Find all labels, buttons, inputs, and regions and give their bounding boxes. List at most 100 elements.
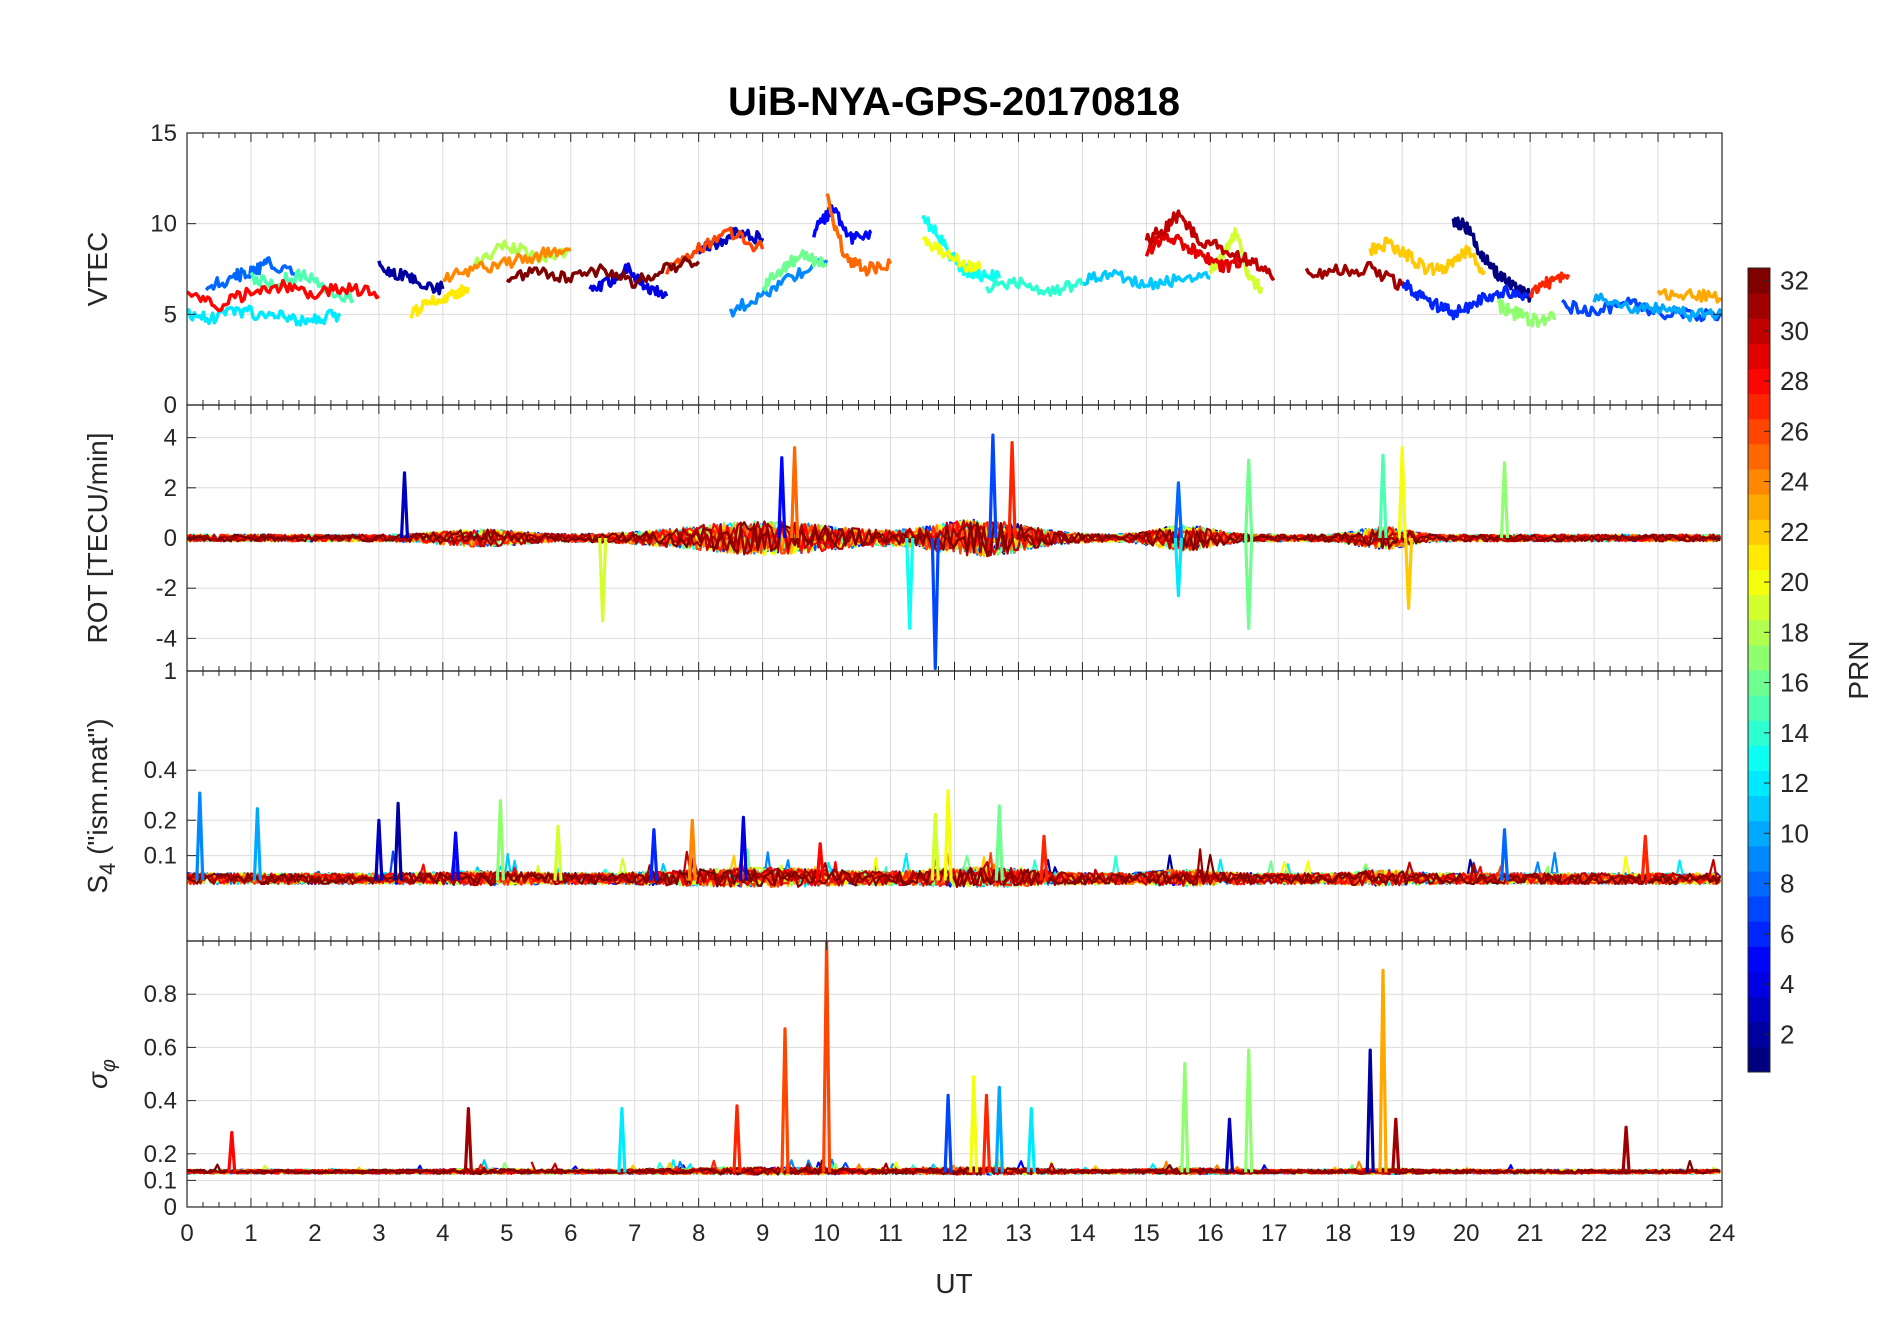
y-tick-label: 5 — [164, 301, 177, 328]
y-tick-label: 0.4 — [144, 757, 177, 784]
data-layer — [187, 192, 1722, 329]
sigma_phi-spike-prn-27 — [981, 1093, 992, 1173]
panel-rot: -4 -2 0 2 4 ROT [TECU/min] — [82, 404, 1723, 672]
s4-spike-prn-10 — [252, 807, 262, 881]
x-tick-label: 24 — [1709, 1220, 1736, 1247]
y-tick-label: 0.2 — [144, 1141, 177, 1168]
colorbar-swatch — [1748, 921, 1770, 947]
data-layer — [187, 789, 1722, 889]
colorbar-swatch — [1748, 494, 1770, 520]
colorbar-swatch — [1748, 268, 1770, 294]
colorbar-swatch — [1748, 293, 1770, 319]
sigma_phi-spike-prn-31 — [1391, 1117, 1401, 1173]
vtec-series-prn-10 — [1592, 292, 1722, 323]
s4-spike-prn-17 — [495, 799, 505, 881]
s4-spike-prn-4 — [738, 815, 748, 881]
sigma_phi-spike-prn-28 — [227, 1130, 237, 1173]
colorbar-swatch — [1748, 443, 1770, 470]
x-tick-label: 19 — [1389, 1220, 1416, 1247]
vtec-series-prn-6 — [1400, 279, 1531, 321]
colorbar-tick-label: 28 — [1780, 366, 1809, 396]
s4-spike-prn-19 — [553, 824, 563, 881]
s4-spike-prn-28 — [815, 842, 825, 881]
vtec-series-prn-14 — [984, 276, 1085, 297]
sigma_phi-series-prn-32 — [1378, 1159, 1721, 1175]
colorbar-tick-label: 24 — [1780, 467, 1809, 497]
colorbar-tick-label: 8 — [1780, 869, 1794, 899]
sigma_phi-spike-prn-2 — [1365, 1048, 1375, 1173]
s4-spike-prn-8 — [1499, 828, 1510, 881]
s4-series-prn-32 — [1567, 872, 1722, 886]
y-tick-label: 10 — [150, 211, 177, 238]
rot-spike-prn-20 — [1397, 446, 1407, 539]
sigma_phi-spike-prn-26 — [780, 1027, 790, 1173]
colorbar-tick-label: 16 — [1780, 668, 1809, 698]
data-layer — [187, 433, 1722, 671]
x-tick-label: 17 — [1261, 1220, 1288, 1247]
rot-spike-prn-3 — [399, 471, 410, 539]
rot-spike-prn-13 — [905, 537, 915, 630]
x-tick-label: 12 — [941, 1220, 968, 1247]
colorbar-tick-label: 14 — [1780, 718, 1809, 748]
rot-spike-prn-27 — [1007, 441, 1017, 539]
vtec-series-prn-30 — [1144, 209, 1276, 281]
x-tick-label: 15 — [1133, 1220, 1160, 1247]
x-tick-label: 13 — [1005, 1220, 1032, 1247]
rot-spike-prn-17 — [1499, 461, 1510, 539]
vtec-series-prn-5 — [812, 204, 873, 245]
colorbar-swatch — [1748, 795, 1770, 822]
y-axis-label-rot: ROT [TECU/min] — [82, 432, 113, 643]
x-tick-label: 8 — [692, 1220, 705, 1247]
rot-spike-prn-7 — [930, 537, 940, 671]
rot-spike-prn-25 — [790, 446, 800, 539]
x-tick-label: 3 — [372, 1220, 385, 1247]
x-tick-label: 5 — [500, 1220, 513, 1247]
vtec-series-prn-4 — [588, 262, 669, 300]
colorbar-tick-label: 6 — [1780, 919, 1794, 949]
vtec-series-prn-8 — [204, 256, 297, 292]
vtec-series-prn-24 — [442, 246, 572, 283]
y-tick-label: 4 — [164, 425, 177, 452]
colorbar-swatch — [1748, 1021, 1770, 1048]
s4-spike-prn-6 — [649, 828, 659, 881]
colorbar-swatch — [1748, 971, 1770, 998]
y-tick-label: 1 — [164, 658, 177, 685]
chart-title: UiB-NYA-GPS-20170818 — [728, 80, 1180, 124]
colorbar-tick-label: 30 — [1780, 316, 1809, 346]
colorbar-tick-label: 18 — [1780, 617, 1809, 647]
s4-spike-prn-27 — [1640, 834, 1650, 881]
vtec-series-prn-1 — [1451, 216, 1532, 303]
y-tick-label: 0.8 — [144, 981, 177, 1008]
colorbar-swatch — [1748, 569, 1770, 596]
colorbar-swatch — [1748, 393, 1770, 420]
colorbar-swatch — [1748, 695, 1770, 721]
colorbar-tick-label: 12 — [1780, 768, 1809, 798]
vtec-series-prn-28 — [187, 278, 380, 313]
colorbar-swatch — [1748, 544, 1770, 571]
x-tick-label: 18 — [1325, 1220, 1352, 1247]
x-tick-label: 16 — [1197, 1220, 1224, 1247]
colorbar-swatch — [1748, 368, 1770, 395]
y-tick-label: 0.6 — [144, 1034, 177, 1061]
sigma_phi-spike-prn-7 — [943, 1093, 953, 1173]
colorbar-tick-label: 26 — [1780, 416, 1809, 446]
y-tick-label: 0.1 — [144, 1167, 177, 1194]
s4-spike-prn-5 — [451, 831, 461, 881]
y-tick-label: 0.4 — [144, 1088, 177, 1115]
vtec-series-prn-25 — [825, 192, 893, 277]
rot-spike-prn-5 — [777, 456, 787, 539]
vtec-series-prn-21 — [409, 284, 471, 319]
rot-spike-prn-12 — [1173, 537, 1183, 598]
x-tick-label: 2 — [308, 1220, 321, 1247]
vtec-series-prn-27 — [1528, 271, 1571, 299]
colorbar-swatch — [1748, 418, 1770, 445]
colorbar-swatch — [1748, 594, 1770, 621]
x-tick-label: 21 — [1517, 1220, 1544, 1247]
x-tick-label: 6 — [564, 1220, 577, 1247]
colorbar-tick-label: 2 — [1780, 1019, 1794, 1049]
vtec-series-prn-32 — [505, 256, 701, 289]
s4-spike-prn-2 — [393, 801, 403, 881]
rot-spike-prn-22 — [1404, 537, 1414, 610]
colorbar-swatch — [1748, 318, 1770, 344]
